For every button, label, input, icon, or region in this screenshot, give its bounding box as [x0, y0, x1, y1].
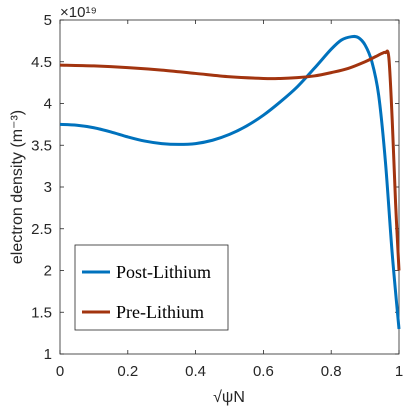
y-axis-ticks: 1 1.5 2 2.5 3 3.5 4 4.5 5 — [31, 12, 399, 363]
legend-label-post-lithium: Post-Lithium — [116, 262, 211, 282]
x-tick-label: 0.4 — [185, 363, 206, 380]
y-tick-label: 4.5 — [31, 54, 52, 71]
y-tick-label: 4 — [44, 96, 52, 113]
y-tick-label: 2 — [44, 263, 52, 280]
series-layer — [59, 34, 401, 330]
legend-label-pre-lithium: Pre-Lithium — [116, 302, 204, 322]
y-tick-label: 1.5 — [31, 304, 52, 321]
series-line-post-lithium — [59, 34, 401, 330]
x-tick-label: 0.8 — [321, 363, 342, 380]
x-tick-label: 0 — [56, 363, 64, 380]
legend: Post-Lithium Pre-Lithium — [74, 244, 229, 331]
y-tick-label: 2.5 — [31, 221, 52, 238]
y-tick-label: 3.5 — [31, 137, 52, 154]
y-exponent-label: ×10¹⁹ — [60, 4, 97, 21]
y-tick-label: 1 — [44, 346, 52, 363]
y-tick-label: 3 — [44, 179, 52, 196]
x-tick-label: 0.2 — [117, 363, 138, 380]
series-line-pre-lithium — [59, 49, 401, 271]
legend-box — [74, 244, 229, 331]
x-axis-ticks: 0 0.2 0.4 0.6 0.8 1 — [56, 20, 403, 380]
y-axis-label: electron density (m⁻³) — [9, 110, 26, 264]
x-tick-label: 0.6 — [253, 363, 274, 380]
y-tick-label: 5 — [44, 12, 52, 29]
x-axis-label: √ψN — [213, 389, 245, 406]
x-tick-label: 1 — [395, 363, 403, 380]
